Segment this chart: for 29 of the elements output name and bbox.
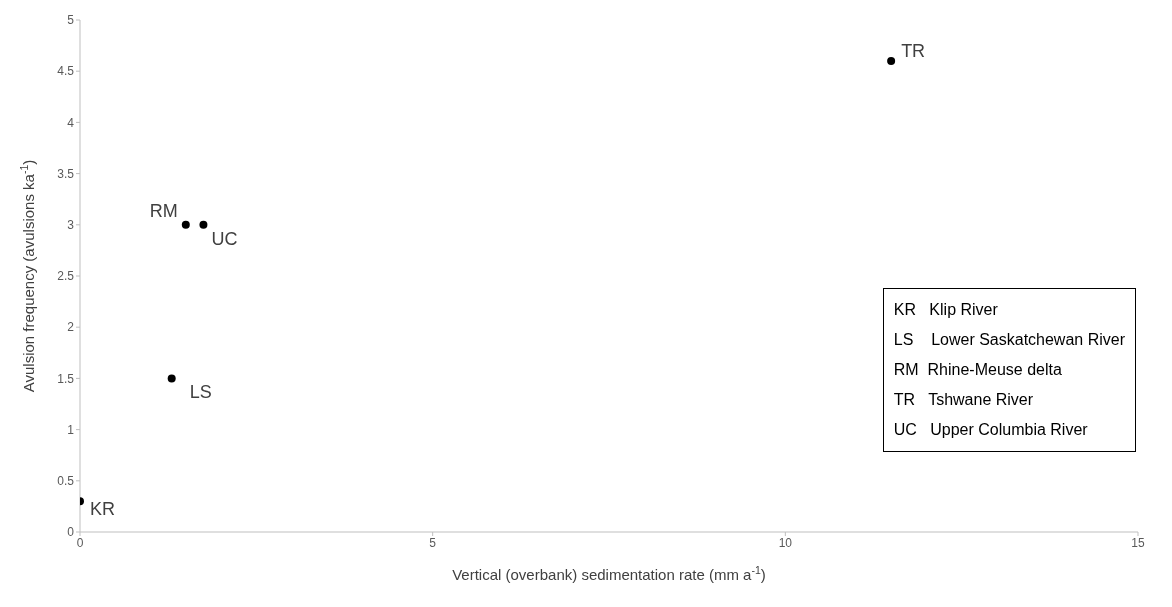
x-axis-title: Vertical (overbank) sedimentation rate (mm a$^{-1}$) [452, 564, 766, 583]
y-tick-label: 3.5 [57, 166, 75, 181]
annotation: LS Lower Saskatchewan River [893, 330, 1125, 350]
y-tick-label: 0.5 [57, 474, 75, 489]
annotation: KR Klip River [893, 300, 999, 320]
annotation: TR [901, 40, 926, 61]
y-tick-label: 1.5 [57, 371, 75, 386]
annotation: KR [90, 499, 116, 520]
point [199, 220, 208, 229]
annotation: LS [189, 382, 212, 403]
y-tick-label: 3 [67, 218, 75, 233]
point [167, 374, 176, 383]
annotation: RM Rhine-Meuse delta [893, 360, 1063, 380]
y-tick-label: 0 [67, 525, 75, 540]
x-tick-label: 15 [1131, 535, 1145, 550]
point [887, 56, 896, 65]
point [181, 220, 190, 229]
annotation: TR Tshwane River [893, 390, 1035, 410]
y-tick-label: 2 [67, 320, 75, 335]
x-tick-label: 5 [429, 535, 437, 550]
y-tick-label: 4.5 [57, 64, 75, 79]
y-tick-label: 2.5 [57, 269, 75, 284]
x-tick-label: 10 [778, 535, 793, 550]
annotation: UC [211, 228, 238, 249]
annotation: UC Upper Columbia River [893, 420, 1089, 440]
y-tick-label: 1 [67, 422, 75, 437]
y-tick-label: 4 [67, 115, 75, 130]
annotation: RM [149, 200, 178, 221]
y-tick-label: 5 [67, 13, 75, 28]
